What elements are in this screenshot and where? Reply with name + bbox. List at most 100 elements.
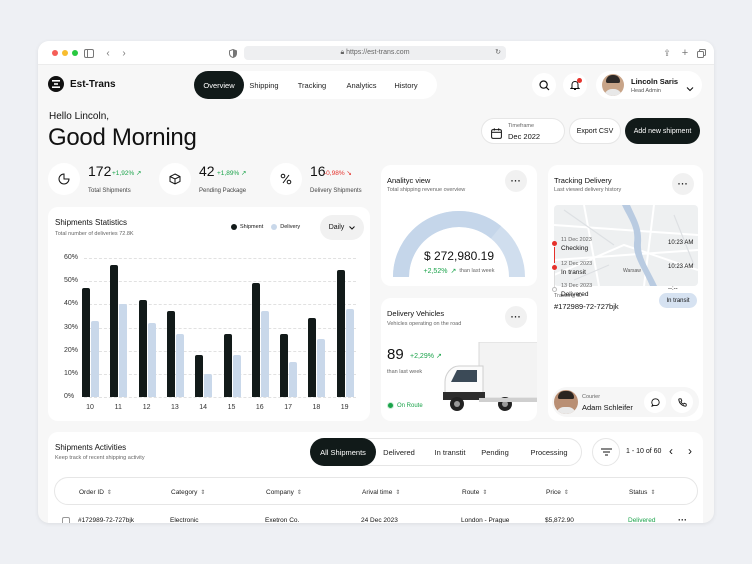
filter-delivered[interactable]: Delivered xyxy=(383,447,415,457)
maximize-window-dot[interactable] xyxy=(72,50,78,56)
pagination-range: 1 - 10 of 60 xyxy=(626,448,662,455)
x-tick-label: 16 xyxy=(255,404,264,411)
revenue-gauge xyxy=(393,211,525,278)
timeline-date: 12 Dec 2023 xyxy=(561,261,593,267)
chevron-right-icon: › xyxy=(688,444,692,458)
analytics-subtitle: Total shipping revenue overview xyxy=(387,187,466,193)
filter-processing[interactable]: Processing xyxy=(530,447,568,457)
forward-icon[interactable]: › xyxy=(122,47,126,59)
timeframe-picker[interactable]: Timeframe Dec 2022 xyxy=(481,118,565,144)
column-header-category[interactable]: Category ⇕ xyxy=(171,489,205,496)
minimize-window-dot[interactable] xyxy=(62,50,68,56)
brand[interactable]: Est-Trans xyxy=(48,76,116,92)
search-button[interactable] xyxy=(532,73,556,97)
bar-delivery-15[interactable] xyxy=(232,355,241,397)
column-header-route[interactable]: Route ⇕ xyxy=(462,489,487,496)
activities-title: Shipments Activities xyxy=(55,443,127,452)
tab-history[interactable]: History xyxy=(394,80,418,90)
bar-shipment-15[interactable] xyxy=(223,334,232,397)
vehicles-subtitle: Vehicles operating on the road xyxy=(387,321,462,327)
timeline-time: --:-- xyxy=(668,286,678,292)
address-bar[interactable]: 🔒︎ https://est-trans.com ↻ xyxy=(244,46,506,60)
bar-delivery-16[interactable] xyxy=(260,311,269,397)
tab-overview[interactable]: Overview xyxy=(194,71,244,99)
tracking-map[interactable] xyxy=(554,205,698,286)
bar-shipment-14[interactable] xyxy=(195,355,204,397)
row-checkbox[interactable] xyxy=(62,517,70,523)
column-header-order-id[interactable]: Order ID ⇕ xyxy=(79,489,112,496)
timeline-date: 13 Dec 2023 xyxy=(561,283,593,289)
tracking-more-button[interactable]: ··· xyxy=(672,173,694,195)
reload-icon[interactable]: ↻ xyxy=(495,49,501,56)
bar-shipment-18[interactable] xyxy=(308,318,317,397)
export-csv-button[interactable]: Export CSV xyxy=(569,118,621,144)
tab-shipping[interactable]: Shipping xyxy=(249,80,279,90)
tabs-overview-icon[interactable] xyxy=(696,48,706,58)
bar-delivery-19[interactable] xyxy=(345,308,354,397)
timeline-connector xyxy=(554,271,555,287)
share-icon[interactable]: ⇪ xyxy=(663,47,671,58)
add-shipment-button[interactable]: Add new shipment xyxy=(625,118,700,144)
chevron-down-icon xyxy=(349,225,356,230)
close-window-dot[interactable] xyxy=(52,50,58,56)
filter-all-shipments[interactable]: All Shipments xyxy=(310,438,376,466)
timeline-dot xyxy=(552,265,557,270)
shipments-statistics-subtitle: Total number of deliveries 72.8K xyxy=(55,231,134,237)
bar-shipment-12[interactable] xyxy=(138,299,147,397)
row-more-icon[interactable]: ··· xyxy=(678,515,687,523)
message-courier-button[interactable] xyxy=(644,391,666,413)
column-header-price[interactable]: Price ⇕ xyxy=(546,489,569,496)
timeframe-value: Dec 2022 xyxy=(508,132,541,141)
filter-button[interactable] xyxy=(592,438,620,466)
bar-delivery-17[interactable] xyxy=(289,362,298,397)
notifications-button[interactable] xyxy=(563,73,587,97)
bar-shipment-13[interactable] xyxy=(166,311,175,397)
tab-analytics[interactable]: Analytics xyxy=(346,80,377,90)
y-tick-label: 60% xyxy=(64,254,79,261)
y-tick-label: 10% xyxy=(64,369,79,377)
filter-pending[interactable]: Pending xyxy=(481,447,509,457)
brand-name: Est-Trans xyxy=(70,78,116,90)
privacy-shield-icon[interactable] xyxy=(228,48,238,58)
column-header-status[interactable]: Status ⇕ xyxy=(629,489,655,496)
new-tab-icon[interactable]: + xyxy=(681,47,689,59)
bar-shipment-16[interactable] xyxy=(251,283,260,397)
bar-delivery-10[interactable] xyxy=(91,320,99,397)
timeline-time: 10:23 AM xyxy=(668,264,694,270)
arrow-up-right-icon: ↗ xyxy=(134,170,142,177)
filter-in-transtit[interactable]: In transtit xyxy=(434,447,466,457)
courier-name: Adam Schleifer xyxy=(582,403,633,412)
bar-delivery-12[interactable] xyxy=(147,322,156,397)
browser-toolbar: ‹ › 🔒︎ https://est-trans.com ↻ ⇪ + xyxy=(38,41,714,65)
bar-delivery-11[interactable] xyxy=(119,304,128,397)
grid-line xyxy=(84,397,356,398)
column-header-arival-time[interactable]: Arival time ⇕ xyxy=(362,489,400,496)
next-page-button[interactable]: › xyxy=(684,444,696,458)
bar-delivery-18[interactable] xyxy=(317,339,326,397)
sidebar-icon[interactable] xyxy=(84,48,94,58)
previous-page-button[interactable]: ‹ xyxy=(665,444,677,458)
table-cell: Electronic xyxy=(170,517,199,523)
bar-shipment-10[interactable] xyxy=(82,288,90,397)
period-dropdown[interactable]: Daily xyxy=(320,215,364,240)
bar-delivery-14[interactable] xyxy=(204,373,213,397)
bar-shipment-11[interactable] xyxy=(110,264,119,397)
chart-legend: Shipment Delivery xyxy=(231,224,300,230)
bar-shipment-19[interactable] xyxy=(336,269,345,397)
analytics-more-button[interactable]: ··· xyxy=(505,170,527,192)
user-menu[interactable]: Lincoln Saris Head Admin xyxy=(596,71,702,99)
table-row[interactable]: #172989-72-727bjk Electronic Exetron Co. 24… xyxy=(54,515,698,523)
bar-shipment-17[interactable] xyxy=(280,334,289,397)
tab-tracking[interactable]: Tracking xyxy=(297,80,327,90)
bar-delivery-13[interactable] xyxy=(175,334,184,397)
back-icon[interactable]: ‹ xyxy=(106,47,110,59)
stat-change-value: -0,98% xyxy=(324,170,345,177)
vehicles-more-button[interactable]: ··· xyxy=(505,306,527,328)
grid-line xyxy=(84,373,356,375)
hello-text: Hello Lincoln, xyxy=(49,111,110,122)
call-courier-button[interactable] xyxy=(671,391,693,413)
grid-line xyxy=(84,327,356,329)
column-header-company[interactable]: Company ⇕ xyxy=(266,489,302,496)
table-header: Order ID ⇕ Category ⇕ Company ⇕ Arival time ⇕ Ro… xyxy=(54,477,698,505)
stat-pending-package: 42 +1,89% ↗ Pending Package xyxy=(159,163,269,201)
